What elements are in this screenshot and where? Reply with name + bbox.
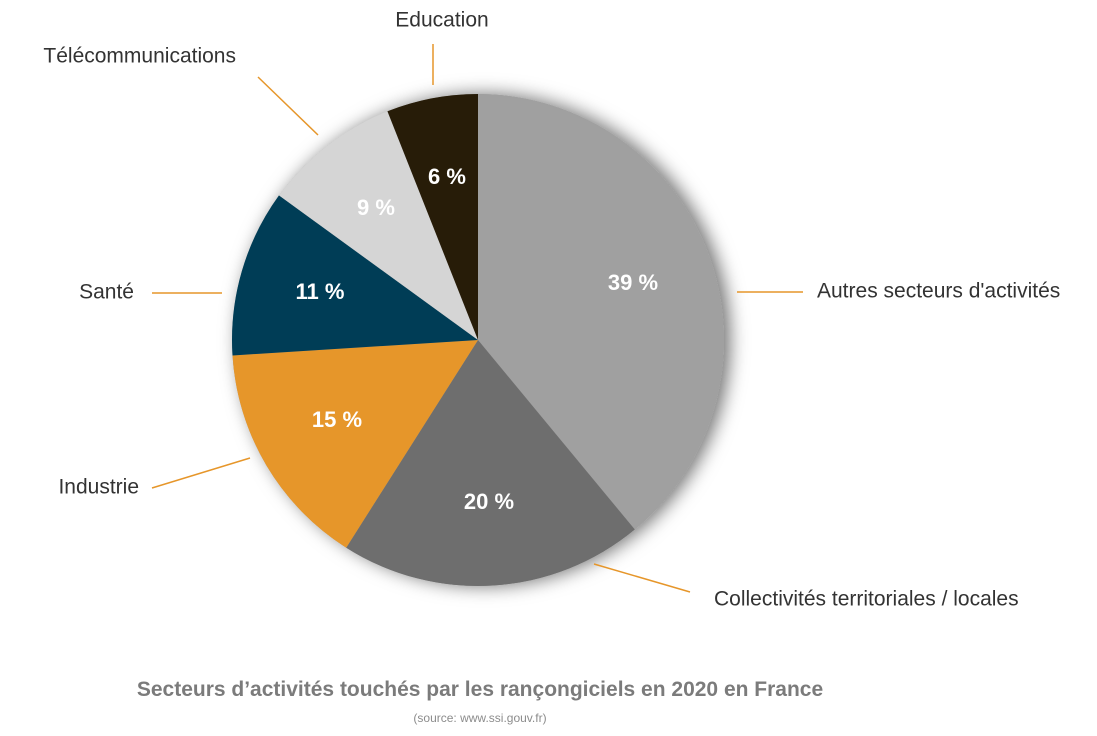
pie-slice-collectivites-territoriales-locales xyxy=(346,340,635,586)
slice-value-label: 39 % xyxy=(608,270,658,295)
category-label: Santé xyxy=(79,281,134,304)
category-label: Collectivités territoriales / locales xyxy=(714,588,1019,611)
leader-line xyxy=(151,457,251,489)
pie-slice-autres-secteurs-d-activites xyxy=(478,94,725,530)
slice-value-label: 15 % xyxy=(312,407,362,432)
category-label: Industrie xyxy=(58,476,139,499)
leader-line xyxy=(593,563,691,593)
slice-value-label: 6 % xyxy=(428,164,466,189)
pie-slice-sante xyxy=(232,195,478,356)
slice-value-label: 20 % xyxy=(464,489,514,514)
chart-source: (source: www.ssi.gouv.fr) xyxy=(413,711,547,725)
category-label: Autres secteurs d'activités xyxy=(817,280,1060,303)
pie-slice-telecommunications xyxy=(278,111,478,341)
pie-slice-education xyxy=(387,94,478,340)
leader-line xyxy=(257,76,319,136)
category-label: Education xyxy=(395,9,488,32)
slice-value-label: 11 % xyxy=(296,279,345,304)
chart-title: Secteurs d’activités touchés par les ran… xyxy=(136,678,824,701)
slice-value-label: 9 % xyxy=(357,195,395,220)
category-label: Télécommunications xyxy=(43,45,236,68)
pie-slice-industrie xyxy=(232,340,478,548)
